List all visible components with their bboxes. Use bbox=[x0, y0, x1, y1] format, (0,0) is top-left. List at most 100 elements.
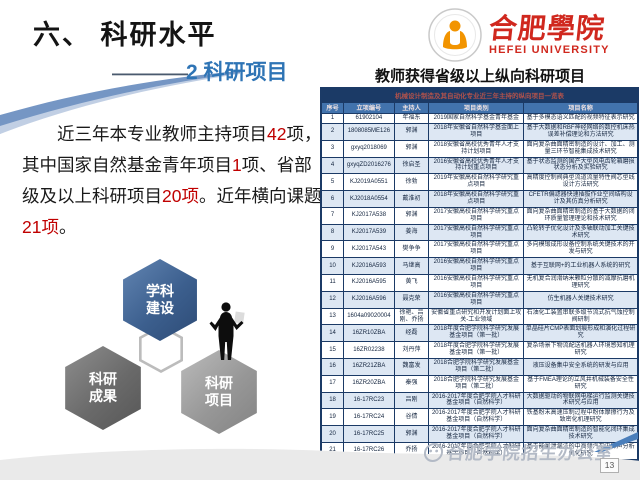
table-cell: gxyqZD2016276 bbox=[343, 156, 395, 175]
intro-highlight: 20项 bbox=[162, 185, 199, 206]
watermark-text: 合肥学院招生办公室 bbox=[445, 443, 615, 463]
section-label: 2 科研项目 bbox=[186, 61, 288, 84]
table-cell: 基于多模态语义匹配的视频特征表示研究 bbox=[523, 113, 638, 125]
table-cell: 聂克荣 bbox=[393, 290, 430, 309]
table-cell: 基于状态监测的国产大型风电齿轮箱磨损状态分析及实验研究 bbox=[523, 156, 638, 175]
table-row: 17 16ZR20ZBA 秦强 2018合肥学院科学研究发展基金项目（第二批） 基于FM… bbox=[320, 374, 638, 393]
table-row: 20 16-17RC25 郭渊 2016-2017年度合肥学院人才科研基金项目（自然科… bbox=[320, 425, 638, 443]
table-cell: 2016-2017年度合肥学院人才科研基金项目（自然科学） bbox=[428, 391, 525, 410]
table-cell: KJ2016A593 bbox=[343, 257, 395, 276]
table-cell: 2016安徽高校自然科学研究重点项目 bbox=[428, 290, 525, 309]
page-number: 13 bbox=[600, 458, 619, 473]
table-cell: 徐启圣 bbox=[393, 156, 430, 175]
table-row: 16 16ZR21ZBA 魏富发 2018合肥学院科学研究发展基金项目（第二批） 液压设… bbox=[320, 357, 638, 376]
corner-wedge-decoration bbox=[594, 432, 638, 452]
column-header: 序号 bbox=[320, 101, 345, 115]
table-title: 教师获得省级以上纵向科研项目 bbox=[374, 68, 585, 85]
column-header: 主持人 bbox=[393, 101, 430, 115]
intro-highlight: 21项 bbox=[22, 216, 59, 237]
page-title: 六、 科研水平 bbox=[33, 20, 217, 50]
table-cell: 2 bbox=[320, 123, 345, 141]
table-row: 11 KJ2016A595 黄飞 2016安徽高校自然科学研究重点项目 无机复合润滑纳米… bbox=[320, 274, 638, 292]
table-cell: 郭渊 bbox=[393, 425, 430, 443]
table-cell: 2018合肥学院科学研究发展基金项目（第二批） bbox=[428, 357, 525, 376]
table-cell: 13 bbox=[320, 307, 345, 326]
hexagon-discipline: 学科建设 bbox=[123, 259, 197, 341]
table-cell: 徐勃 bbox=[393, 173, 430, 192]
watermark: 合肥学院招生办公室 bbox=[422, 440, 615, 465]
table-cell: 多向模锻成形设备控制系统关键技术的开发与研究 bbox=[523, 240, 638, 259]
table-row: 8 KJ2017A539 姜海 2017安徽高校自然科学研究重点项目 凸轮转子优化设计及… bbox=[320, 223, 638, 242]
intro-segment: 。 bbox=[58, 216, 77, 237]
table-cell: 16ZR10ZBA bbox=[343, 324, 395, 343]
table-cell: 1 bbox=[320, 113, 345, 125]
table-cell: 2016-2017年度合肥学院人才科研基金项目（自然科学） bbox=[428, 408, 525, 427]
intro-segment: 项，其中国家自然基金青年项目 bbox=[22, 123, 322, 175]
intro-segment: 近三年本专业教师主持项目 bbox=[57, 123, 267, 144]
table-cell: 2018年度合肥学院科学研究发展基金项目（第一批） bbox=[428, 341, 525, 359]
table-cell: KJ2017A539 bbox=[343, 223, 395, 242]
column-header: 立项编号 bbox=[343, 101, 395, 115]
table-cell: 姜海 bbox=[393, 223, 430, 242]
logo-name-en: HEFEI UNIVERSITY bbox=[489, 43, 610, 56]
table-cell: 2019国家自然科学基金青年基金 bbox=[428, 113, 525, 125]
table-cell: 复杂场景下物流配送机器人环境感知机理研究 bbox=[523, 341, 638, 359]
table-cell: 吕刚 bbox=[393, 391, 430, 410]
table-cell: 黄飞 bbox=[393, 274, 430, 292]
intro-highlight: 1 bbox=[232, 154, 242, 175]
hexagon-projects-label: 科研项目 bbox=[205, 374, 233, 409]
footer-band-decoration bbox=[0, 448, 640, 480]
table-cell: 16ZR21ZBA bbox=[343, 357, 395, 376]
intro-highlight: 42 bbox=[267, 123, 287, 144]
table-cell: 10 bbox=[320, 257, 345, 276]
table-cell: 郭渊 bbox=[393, 206, 430, 225]
table-body: 1 61902104 年福东 2019国家自然科学基金青年基金 基于多模态语义匹配的视频… bbox=[320, 113, 638, 460]
table-cell: 17 bbox=[320, 374, 345, 393]
university-emblem-icon bbox=[428, 8, 482, 62]
table-cell: 20 bbox=[320, 425, 345, 443]
table-cell: 16ZR02238 bbox=[343, 341, 395, 359]
table-cell: 6 bbox=[320, 190, 345, 208]
table-cell: 16-17RC24 bbox=[343, 408, 395, 427]
table-cell: 樊争争 bbox=[393, 240, 430, 259]
table-cell: KJ2019A0551 bbox=[343, 173, 395, 192]
table-cell: 郭渊 bbox=[393, 123, 430, 141]
table-cell: 16 bbox=[320, 357, 345, 376]
table-cell: KJ2017A538 bbox=[343, 206, 395, 225]
table-cell: 面向复杂曲面精密制造的基于大数据的闭环质量管理理论和技术研究 bbox=[523, 206, 638, 225]
table-cell: 2018安徽省高校优秀青年人才支持计划项目 bbox=[428, 139, 525, 158]
table-row: 3 gxyq2018069 郭渊 2018安徽省高校优秀青年人才支持计划项目 面向复杂曲… bbox=[320, 139, 638, 158]
table-cell: 面向复杂曲面精密制造的设计、加工、测量三环节智能集成技术研究 bbox=[523, 139, 638, 158]
table-row: 1 61902104 年福东 2019国家自然科学基金青年基金 基于多模态语义匹配的视频… bbox=[320, 113, 638, 125]
table-row: 7 KJ2017A538 郭渊 2017安徽高校自然科学研究重点项目 面向复杂曲面精密制… bbox=[320, 206, 638, 225]
table-row: 15 16ZR02238 刘丹萍 2018年度合肥学院科学研究发展基金项目（第一批）复… bbox=[320, 341, 638, 359]
table-cell: KJ2018A0554 bbox=[343, 190, 395, 208]
table-cell: 16ZR20ZBA bbox=[343, 374, 395, 393]
intro-text: 近三年本专业教师主持项目42项，其中国家自然基金青年项目1项、省部级及以上科研项… bbox=[22, 119, 324, 244]
table-cell: CFETR偏滤器快速插拔作业空间结构设计及其仿真分析研究 bbox=[523, 190, 638, 208]
table-cell: KJ2017A543 bbox=[343, 240, 395, 259]
table-cell: 液压设备集中安全系统的研发与应用 bbox=[523, 357, 638, 376]
person-silhouette-icon bbox=[209, 302, 245, 360]
table-caption: 机械设计制造及其自动化专业近三年主持的纵向项目一览表 bbox=[321, 88, 638, 102]
table-cell: 高精度控制阀典型流道流量特性阀芯型线设计方法研究 bbox=[523, 173, 638, 192]
table-cell: 4 bbox=[320, 156, 345, 175]
column-header: 项目类别 bbox=[428, 101, 525, 115]
table-cell: 刘丹萍 bbox=[393, 341, 430, 359]
table-cell: 凸轮转子优化设计及多轴联动加工关键技术研究 bbox=[523, 223, 638, 242]
table-cell: 2016安徽高校自然科学研究重点项目 bbox=[428, 257, 525, 276]
table-cell: 安徽省重点研究和开发计划面上攻关-工业领域 bbox=[428, 307, 525, 326]
table-row: 13 1604a09020004 徐艳、吕刚、乔扬 安徽省重点研究和开发计划面上攻关-… bbox=[320, 307, 638, 326]
table-cell: 魏富发 bbox=[393, 357, 430, 376]
projects-table: 机械设计制造及其自动化专业近三年主持的纵向项目一览表 序号 立项编号 主持人 项目类别… bbox=[320, 87, 639, 461]
table-cell: 石油化工装置串联多级节流式抗气蚀控制阀研制 bbox=[523, 307, 638, 326]
hexagon-achievements-label: 科研成果 bbox=[89, 370, 117, 405]
logo-name-cn: 合肥學院 bbox=[487, 11, 607, 45]
table-cell: 基于互联网+的工业机器人系统的研究 bbox=[523, 257, 638, 276]
table-cell: 12 bbox=[320, 290, 345, 309]
table-cell: 2018年安徽高校自然科学研究重点项目 bbox=[428, 190, 525, 208]
hexagon-discipline-label: 学科建设 bbox=[146, 282, 174, 317]
table-cell: 2017安徽高校自然科学研究重点项目 bbox=[428, 206, 525, 225]
table-cell: 16-17RC23 bbox=[343, 391, 395, 410]
table-cell: 郭渊 bbox=[393, 139, 430, 158]
